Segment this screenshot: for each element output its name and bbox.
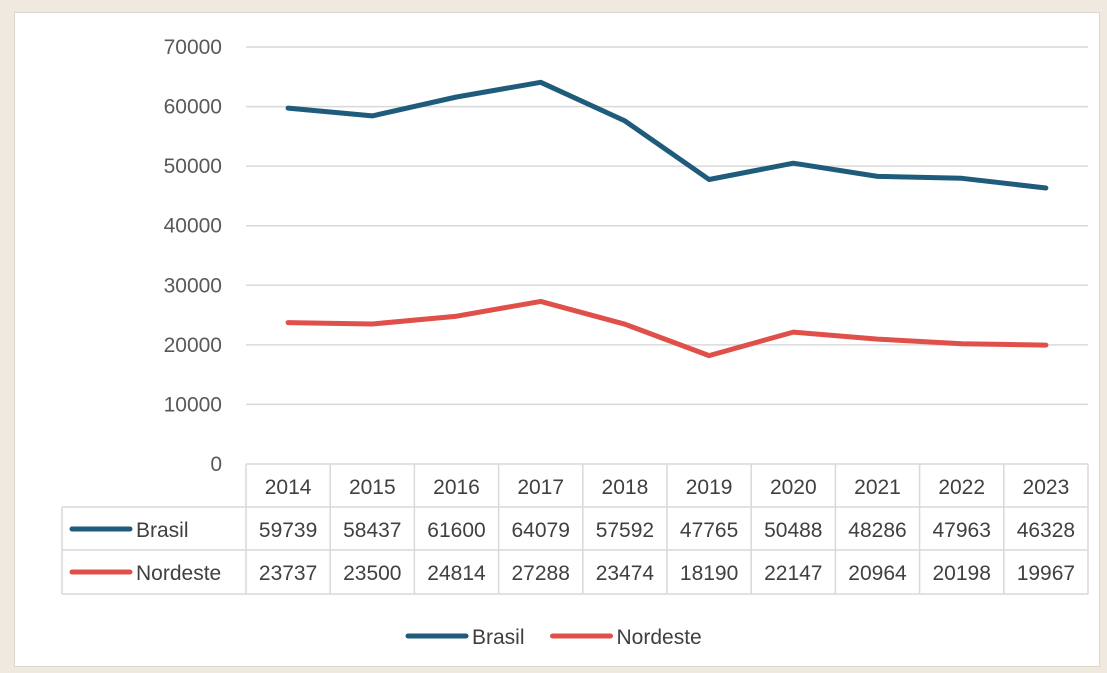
data-cell-nordeste-2020: 22147 (764, 562, 822, 585)
y-tick-label-10000: 10000 (164, 393, 222, 416)
x-tick-label-2019: 2019 (686, 476, 733, 499)
x-tick-label-2022: 2022 (938, 476, 985, 499)
data-cell-nordeste-2015: 23500 (343, 562, 401, 585)
x-tick-label-2015: 2015 (349, 476, 396, 499)
x-tick-label-2021: 2021 (854, 476, 901, 499)
data-cell-nordeste-2017: 27288 (511, 562, 569, 585)
data-cell-brasil-2018: 57592 (596, 519, 654, 542)
series-line-nordeste (285, 298, 1049, 359)
data-cell-nordeste-2019: 18190 (680, 562, 738, 585)
table-series-label-nordeste: Nordeste (136, 562, 221, 585)
y-axis: 0 10000 20000 30000 40000 50000 60000 70000 (164, 36, 222, 476)
data-cell-brasil-2017: 64079 (511, 519, 569, 542)
data-cell-brasil-2015: 58437 (343, 519, 401, 542)
x-tick-label-2014: 2014 (265, 476, 312, 499)
data-cell-nordeste-2018: 23474 (596, 562, 655, 585)
x-tick-label-2020: 2020 (770, 476, 817, 499)
data-cell-brasil-2020: 50488 (764, 519, 822, 542)
y-tick-label-70000: 70000 (164, 36, 222, 59)
x-tick-label-2017: 2017 (517, 476, 564, 499)
legend-label-brasil: Brasil (472, 626, 525, 649)
data-cell-nordeste-2014: 23737 (259, 562, 317, 585)
table-series-label-brasil: Brasil (136, 519, 189, 542)
y-tick-label-50000: 50000 (164, 155, 222, 178)
x-tick-label-2018: 2018 (602, 476, 649, 499)
x-tick-label-2016: 2016 (433, 476, 480, 499)
series-line-brasil (285, 79, 1049, 191)
data-cell-brasil-2022: 47963 (932, 519, 990, 542)
legend-label-nordeste: Nordeste (617, 626, 702, 649)
series-lines (285, 79, 1049, 359)
data-cell-brasil-2023: 46328 (1017, 519, 1075, 542)
y-tick-label-40000: 40000 (164, 215, 222, 238)
y-tick-label-20000: 20000 (164, 334, 222, 357)
data-cell-nordeste-2022: 20198 (932, 562, 990, 585)
data-cell-brasil-2014: 59739 (259, 519, 317, 542)
y-tick-label-30000: 30000 (164, 274, 222, 297)
gridlines (246, 46, 1088, 406)
data-cell-brasil-2019: 47765 (680, 519, 738, 542)
data-cell-brasil-2021: 48286 (848, 519, 906, 542)
data-table: 2014 2015 2016 2017 2018 2019 2020 2021 2022 2023… (61, 463, 1089, 595)
legend: Brasil Nordeste (405, 626, 702, 649)
y-tick-label-0: 0 (210, 453, 222, 476)
data-cell-nordeste-2021: 20964 (848, 562, 907, 585)
y-tick-label-60000: 60000 (164, 96, 222, 119)
x-tick-label-2023: 2023 (1023, 476, 1070, 499)
data-cell-brasil-2016: 61600 (427, 519, 485, 542)
data-cell-nordeste-2016: 24814 (427, 562, 486, 585)
data-cell-nordeste-2023: 19967 (1017, 562, 1075, 585)
